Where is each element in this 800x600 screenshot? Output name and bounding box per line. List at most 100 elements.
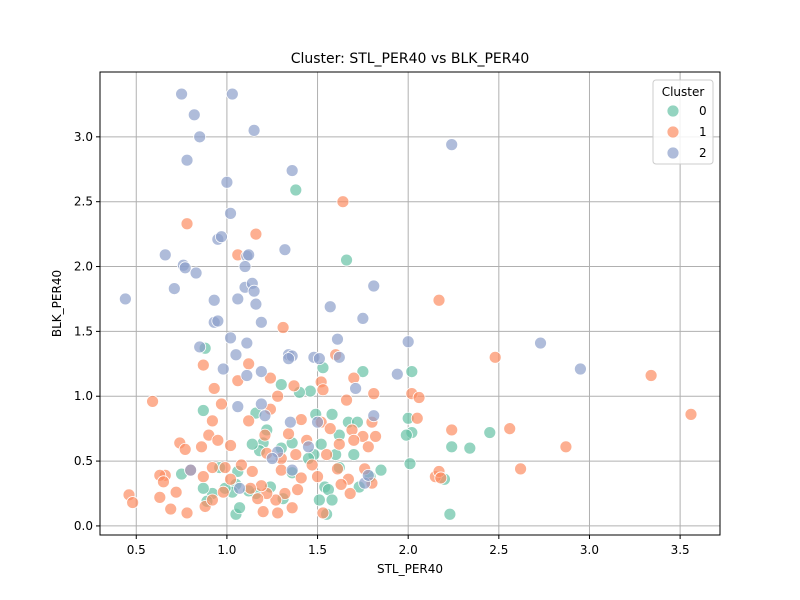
data-point bbox=[331, 462, 344, 476]
series-1 bbox=[122, 195, 698, 520]
y-axis-ticks: 0.0 0.5 1.0 1.5 2.0 2.5 3.0 bbox=[74, 130, 100, 533]
y-tick-label: 0.0 bbox=[74, 519, 93, 533]
data-point bbox=[401, 335, 415, 349]
data-point bbox=[189, 266, 203, 280]
legend-marker bbox=[666, 146, 680, 160]
data-point bbox=[285, 164, 299, 177]
data-point bbox=[211, 433, 225, 447]
data-point bbox=[403, 457, 417, 471]
data-point bbox=[254, 315, 268, 329]
data-point bbox=[311, 470, 324, 484]
data-point bbox=[302, 440, 315, 454]
x-axis-label: STL_PER40 bbox=[377, 562, 443, 576]
data-point bbox=[311, 415, 324, 429]
legend-entries: 0 1 2 bbox=[666, 104, 707, 160]
y-tick-label: 2.0 bbox=[74, 260, 93, 274]
data-point bbox=[274, 378, 288, 391]
data-point bbox=[289, 448, 303, 461]
data-point bbox=[294, 471, 308, 485]
data-point bbox=[180, 217, 194, 231]
data-point bbox=[274, 463, 288, 477]
data-point bbox=[234, 458, 248, 472]
data-point bbox=[225, 87, 239, 101]
data-point bbox=[289, 183, 303, 197]
series-2 bbox=[118, 87, 587, 495]
data-point bbox=[196, 481, 210, 495]
data-point bbox=[240, 336, 254, 350]
data-point bbox=[331, 332, 344, 346]
data-point bbox=[264, 371, 277, 385]
y-tick-label: 3.0 bbox=[74, 130, 93, 144]
data-point bbox=[285, 463, 299, 477]
legend-label: 0 bbox=[699, 104, 707, 118]
data-point bbox=[118, 292, 132, 306]
data-point bbox=[320, 448, 334, 461]
y-tick-label: 2.5 bbox=[74, 195, 93, 209]
data-point bbox=[238, 260, 252, 273]
data-point bbox=[231, 400, 245, 414]
data-point bbox=[316, 383, 330, 397]
data-point bbox=[215, 397, 228, 411]
x-tick-label: 3.0 bbox=[580, 543, 599, 557]
data-point bbox=[347, 371, 361, 385]
data-point bbox=[245, 437, 259, 451]
data-point bbox=[325, 493, 339, 507]
data-point bbox=[405, 365, 419, 378]
data-point bbox=[294, 413, 308, 426]
data-point bbox=[332, 437, 346, 451]
data-point bbox=[256, 505, 270, 519]
data-point bbox=[369, 430, 382, 443]
data-point bbox=[347, 433, 361, 447]
x-tick-label: 2.0 bbox=[399, 543, 418, 557]
data-point bbox=[345, 423, 359, 437]
data-point bbox=[245, 465, 259, 478]
legend-marker bbox=[666, 104, 680, 118]
y-axis-label: BLK_PER40 bbox=[50, 270, 64, 337]
x-tick-label: 1.5 bbox=[308, 543, 327, 557]
data-point bbox=[361, 468, 375, 482]
data-point bbox=[278, 243, 292, 257]
chart-title: Cluster: STL_PER40 vs BLK_PER40 bbox=[291, 51, 530, 67]
data-point bbox=[503, 422, 517, 436]
data-point bbox=[559, 440, 573, 454]
data-point bbox=[332, 350, 346, 364]
data-point bbox=[463, 441, 477, 455]
data-point bbox=[205, 414, 219, 428]
data-point bbox=[483, 426, 497, 439]
data-point bbox=[283, 415, 297, 429]
data-point bbox=[340, 253, 353, 267]
data-point bbox=[233, 501, 246, 515]
legend: Cluster 0 1 2 bbox=[652, 79, 714, 165]
legend-marker bbox=[666, 125, 680, 139]
data-point bbox=[196, 470, 210, 484]
data-point bbox=[276, 321, 290, 334]
data-point bbox=[367, 279, 381, 293]
data-point bbox=[242, 357, 256, 371]
data-point bbox=[412, 391, 426, 404]
grid-lines bbox=[100, 72, 720, 535]
data-point bbox=[178, 442, 192, 456]
data-point bbox=[514, 462, 527, 476]
data-point bbox=[254, 365, 268, 378]
data-point bbox=[271, 389, 285, 403]
data-point bbox=[205, 461, 219, 474]
data-point bbox=[314, 437, 328, 451]
x-axis-ticks: 0.5 1.0 1.5 2.0 2.5 3.0 3.5 bbox=[127, 535, 690, 557]
data-point bbox=[443, 507, 457, 521]
data-point bbox=[434, 471, 448, 485]
data-point bbox=[249, 227, 263, 241]
legend-label: 1 bbox=[699, 125, 707, 139]
x-tick-label: 3.5 bbox=[671, 543, 690, 557]
data-point bbox=[361, 440, 375, 454]
data-point bbox=[180, 506, 194, 520]
data-point bbox=[244, 481, 257, 495]
data-point bbox=[336, 195, 350, 209]
data-point bbox=[218, 461, 232, 474]
data-point bbox=[175, 87, 188, 101]
data-point bbox=[251, 492, 265, 506]
data-point bbox=[193, 340, 207, 354]
data-point bbox=[334, 478, 348, 491]
data-point bbox=[205, 493, 219, 507]
data-point bbox=[445, 138, 459, 152]
data-point bbox=[356, 312, 370, 325]
